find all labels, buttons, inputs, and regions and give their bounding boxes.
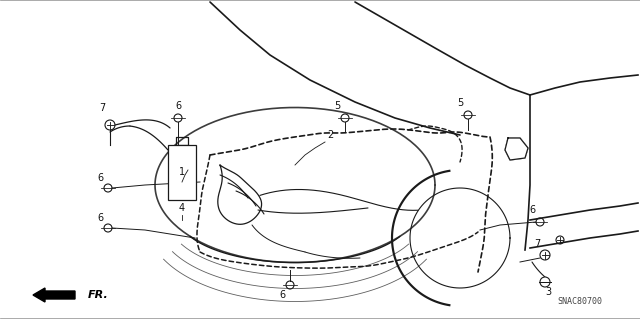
Text: 7: 7 bbox=[534, 239, 540, 249]
Polygon shape bbox=[505, 138, 528, 160]
Text: 3: 3 bbox=[545, 287, 551, 297]
Bar bbox=[168, 145, 196, 200]
Text: 7: 7 bbox=[99, 103, 105, 113]
Text: 1: 1 bbox=[179, 167, 185, 177]
Text: 5: 5 bbox=[457, 98, 463, 108]
Text: 4: 4 bbox=[179, 203, 185, 213]
Text: 2: 2 bbox=[327, 130, 333, 140]
Text: 6: 6 bbox=[279, 290, 285, 300]
Text: 6: 6 bbox=[97, 173, 103, 183]
Text: 6: 6 bbox=[175, 101, 181, 111]
Text: SNAC80700: SNAC80700 bbox=[557, 298, 602, 307]
FancyArrow shape bbox=[33, 288, 75, 302]
Text: 6: 6 bbox=[529, 205, 535, 215]
Text: 5: 5 bbox=[334, 101, 340, 111]
Circle shape bbox=[540, 277, 550, 287]
Text: FR.: FR. bbox=[88, 290, 109, 300]
Text: 6: 6 bbox=[97, 213, 103, 223]
